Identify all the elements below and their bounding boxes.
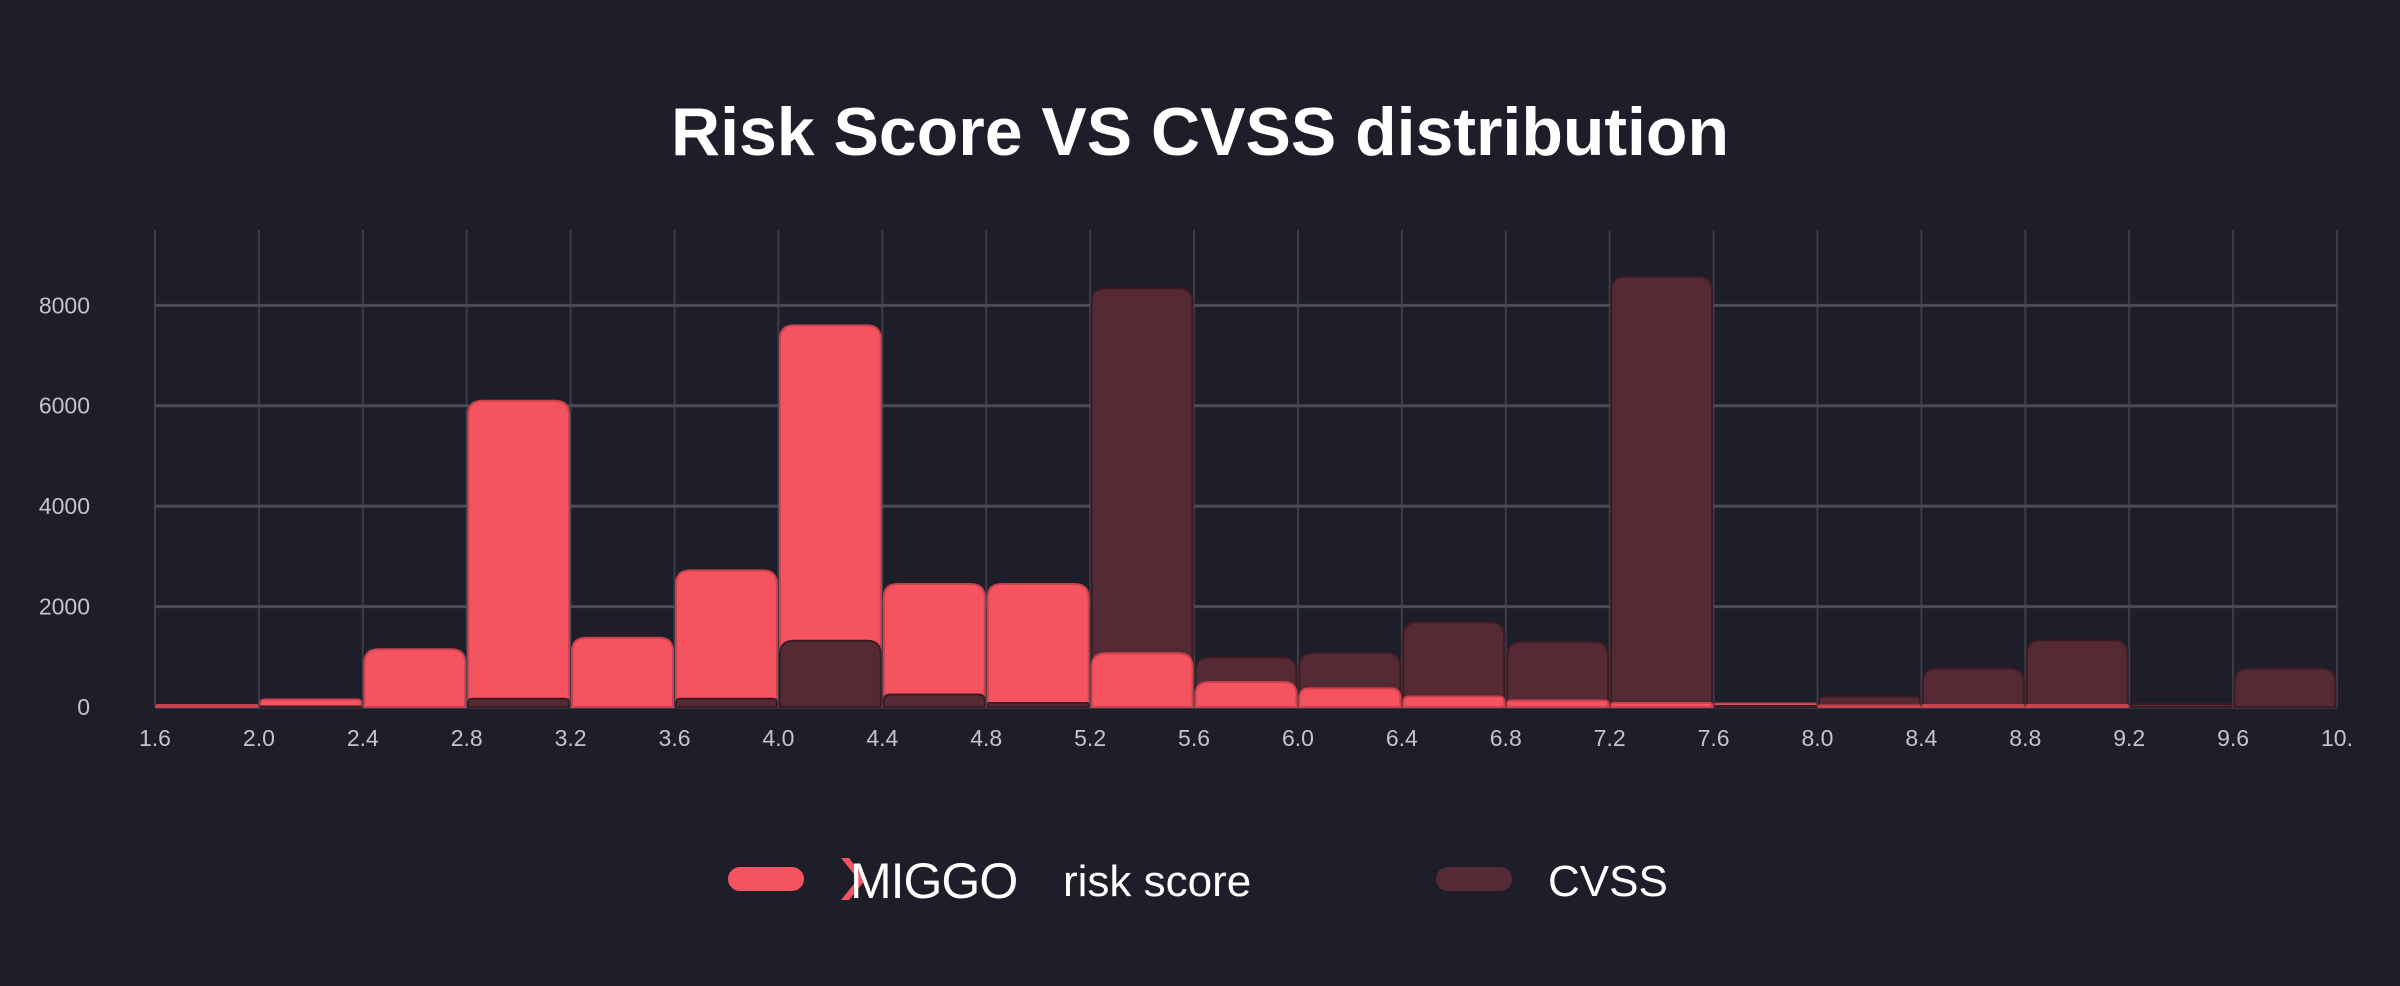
bar-risk-score — [571, 636, 675, 708]
bar-risk-score — [1090, 652, 1194, 708]
bar-risk-score — [259, 698, 363, 708]
bar-risk-score — [1298, 687, 1402, 708]
bar-cvss — [1714, 704, 1817, 708]
bar-cvss — [1506, 640, 1610, 708]
bar-risk-score — [1817, 704, 1921, 708]
x-tick-label: 4.8 — [970, 725, 1002, 751]
x-tick-label: 1.6 — [139, 725, 171, 751]
x-tick-label: 2.4 — [347, 725, 379, 751]
bar-cvss — [2129, 702, 2233, 708]
x-tick-label: 4.0 — [762, 725, 794, 751]
legend-swatch-risk-score — [728, 867, 804, 891]
y-tick-label: 2000 — [39, 594, 90, 620]
bar-cvss — [1402, 621, 1506, 708]
legend-swatch-cvss — [1436, 867, 1512, 891]
bar-risk-score — [778, 324, 882, 708]
bar-cvss — [1817, 695, 1921, 708]
bar-cvss — [467, 697, 571, 708]
x-axis: 1.6 2.0 2.4 2.8 3.2 3.6 4.0 4.4 4.8 5.2 5.6 6.0 6.4 6… — [139, 725, 2353, 751]
x-tick-label: 10. — [2321, 725, 2353, 751]
bar-risk-score — [155, 703, 259, 708]
x-tick-label: 9.6 — [2217, 725, 2249, 751]
x-tick-label: 8.4 — [1905, 725, 1937, 751]
miggo-logo: MIGGO — [841, 853, 1018, 909]
x-tick-label: 3.6 — [659, 725, 691, 751]
bars — [155, 275, 2337, 708]
bar-risk-score — [1402, 695, 1506, 708]
y-tick-label: 6000 — [39, 393, 90, 419]
y-tick-label: 4000 — [39, 493, 90, 519]
bar-cvss — [2233, 667, 2337, 708]
legend: MIGGO risk score CVSS — [728, 853, 1668, 909]
legend-item-cvss[interactable]: CVSS — [1436, 857, 1668, 906]
bar-risk-score — [2025, 703, 2129, 708]
bar-risk-score — [1921, 703, 2025, 708]
bar-risk-score — [1194, 681, 1298, 708]
bar-risk-score — [363, 648, 467, 708]
x-tick-label: 8.8 — [2009, 725, 2041, 751]
x-tick-label: 6.4 — [1386, 725, 1418, 751]
legend-label-cvss: CVSS — [1548, 857, 1668, 906]
bar-cvss — [1090, 287, 1194, 708]
x-tick-label: 4.4 — [866, 725, 898, 751]
x-tick-label: 5.2 — [1074, 725, 1106, 751]
bar-cvss — [986, 701, 1090, 708]
x-tick-label: 6.0 — [1282, 725, 1314, 751]
x-tick-label: 9.2 — [2113, 725, 2145, 751]
y-axis: 0 2000 4000 6000 8000 — [39, 292, 90, 720]
x-tick-label: 3.2 — [555, 725, 587, 751]
bar-cvss — [778, 639, 882, 708]
bar-risk-score — [986, 582, 1090, 708]
x-tick-label: 6.8 — [1490, 725, 1522, 751]
x-tick-label: 7.2 — [1594, 725, 1626, 751]
bar-cvss — [675, 697, 778, 708]
bar-cvss — [2025, 639, 2129, 708]
legend-item-risk-score[interactable]: MIGGO risk score — [728, 853, 1251, 909]
miggo-logo-text: MIGGO — [850, 853, 1017, 909]
legend-label-risk-score: risk score — [1063, 857, 1251, 906]
bar-risk-score — [1506, 699, 1610, 708]
bar-cvss — [1921, 667, 2025, 708]
bar-cvss — [1610, 275, 1714, 708]
x-tick-label: 8.0 — [1801, 725, 1833, 751]
bar-risk-score — [467, 399, 571, 708]
x-tick-label: 7.6 — [1698, 725, 1730, 751]
x-tick-label: 2.0 — [243, 725, 275, 751]
x-tick-label: 2.8 — [451, 725, 483, 751]
x-tick-label: 5.6 — [1178, 725, 1210, 751]
y-tick-label: 0 — [77, 694, 90, 720]
chart-title: Risk Score VS CVSS distribution — [671, 94, 1729, 170]
bar-risk-score — [675, 569, 778, 708]
bar-risk-score — [882, 582, 986, 708]
y-tick-label: 8000 — [39, 292, 90, 318]
miggo-logo-chevron-icon — [841, 858, 866, 900]
bar-cvss — [259, 705, 363, 708]
bar-cvss — [882, 693, 986, 708]
bar-risk-score — [1610, 701, 1714, 708]
